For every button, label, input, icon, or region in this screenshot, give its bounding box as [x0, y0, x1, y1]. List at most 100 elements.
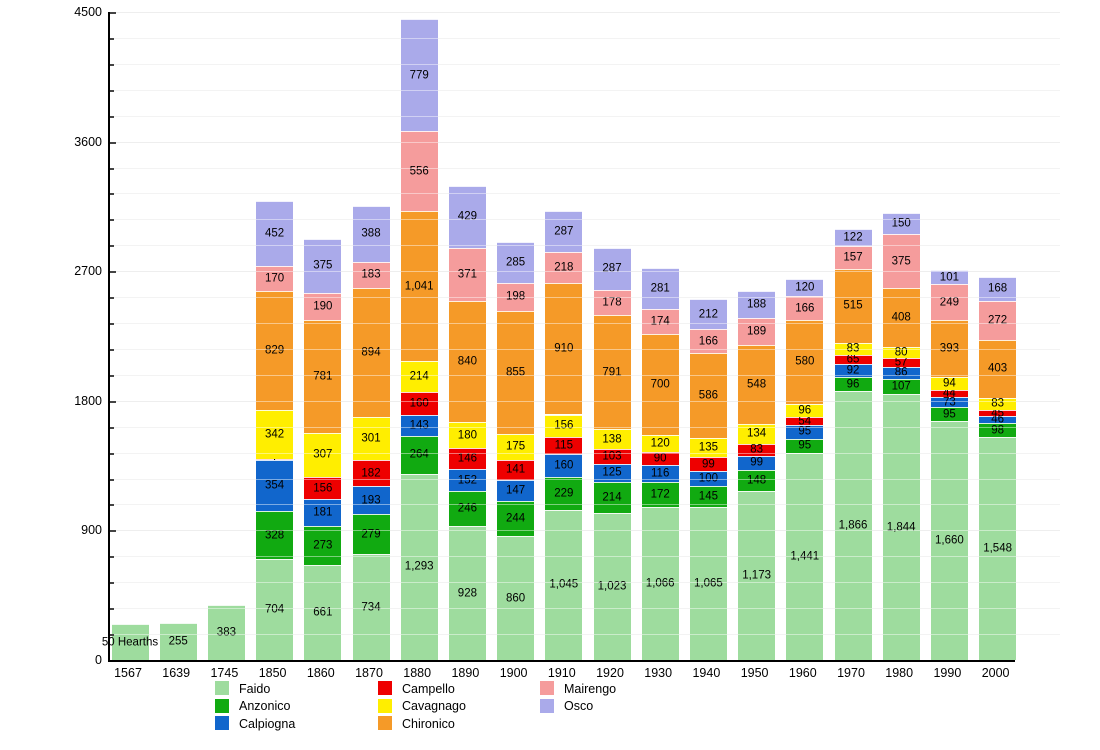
y-tick-1800 — [110, 400, 116, 403]
segment-label-campello-1930: 90 — [653, 452, 667, 465]
segment-label-anzonico-1940: 145 — [698, 490, 718, 503]
segment-anzonico-1880: 264 — [400, 435, 438, 474]
gridline-overlay-3060 — [110, 219, 1060, 221]
legend-swatch-osco — [540, 698, 554, 713]
segment-osco-1930: 281 — [641, 268, 679, 309]
segment-label-faido-1639: 255 — [168, 635, 188, 648]
segment-cavagnago-1970: 83 — [834, 342, 872, 355]
gridline-overlay-1980 — [110, 374, 1060, 376]
segment-label-osco-1930: 281 — [650, 282, 670, 295]
segment-label-chironico-1890: 840 — [457, 355, 477, 368]
segment-faido-1890: 928 — [448, 526, 486, 660]
segment-calpiogna-1980: 86 — [882, 366, 920, 380]
segment-label-osco-1960: 120 — [795, 281, 815, 294]
segment-campello-1990: 44 — [930, 388, 968, 399]
segment-label-faido-1990: 1,660 — [935, 534, 964, 547]
segment-label-faido-1860: 661 — [313, 606, 333, 619]
segment-label-anzonico-1890: 246 — [457, 502, 477, 515]
segment-osco-1990: 101 — [930, 269, 968, 285]
segment-label-chironico-1950: 548 — [747, 378, 767, 391]
segment-label-faido-1970: 1,866 — [838, 519, 868, 532]
y-tick-label-3600: 3600 — [74, 134, 102, 149]
y-tick-label-2700: 2700 — [74, 264, 102, 279]
segment-label-osco-1890: 429 — [457, 210, 477, 223]
segment-chironico-1920: 791 — [593, 315, 631, 430]
segment-calpiogna-1880: 143 — [400, 415, 438, 436]
segment-chironico-1990: 393 — [930, 320, 968, 377]
gridline-overlay-2160 — [110, 348, 1060, 350]
segment-label-anzonico-1850: 328 — [265, 529, 285, 542]
segment-label-mairengo-1850: 170 — [265, 272, 285, 285]
segment-label-campello-1990: 44 — [942, 387, 956, 400]
segment-label-calpiogna-1940: 100 — [698, 472, 718, 485]
segment-campello-2000: 45 — [979, 407, 1017, 419]
y-tick-4320 — [110, 37, 114, 40]
segment-label-chironico-1930: 700 — [650, 378, 670, 391]
segment-campello-1950: 83 — [738, 443, 776, 456]
gridline-2700 — [110, 271, 1060, 273]
segment-campello-1920: 103 — [593, 449, 631, 464]
x-year-label-2000: 2000 — [981, 666, 1010, 680]
segment-label-campello-1880: 160 — [409, 397, 429, 410]
gridline-overlay-2340 — [110, 323, 1060, 325]
segment-label-mairengo-1920: 178 — [602, 296, 622, 309]
y-tick-2340 — [110, 323, 114, 326]
gridline-overlay-3780 — [110, 115, 1060, 117]
legend-swatch-mairengo — [540, 681, 554, 695]
segment-label-faido-1910: 1,045 — [549, 578, 579, 591]
legend-swatch-anzonico — [215, 698, 229, 713]
segment-label-faido-2000: 1,548 — [983, 542, 1012, 555]
gridline-3240 — [110, 193, 1060, 195]
gridline-900 — [110, 530, 1060, 532]
y-tick-360 — [110, 608, 114, 611]
segment-label-calpiogna-1990: 73 — [942, 396, 956, 409]
segment-label-mairengo-1960: 166 — [795, 302, 815, 315]
segment-label-anzonico-1990: 95 — [942, 408, 956, 421]
segment-label-chironico-1850: 829 — [265, 344, 285, 357]
segment-osco-2000: 168 — [979, 276, 1017, 301]
segment-label-campello-1970: 65 — [846, 353, 860, 366]
y-tick-1440 — [110, 452, 114, 455]
segment-label-cavagnago-1900: 175 — [506, 440, 526, 453]
gridline-1080 — [110, 504, 1060, 506]
segment-label-calpiogna-1900: 147 — [506, 484, 526, 497]
x-year-label-1940: 1940 — [692, 666, 721, 680]
segment-label-mairengo-1980: 375 — [891, 255, 911, 268]
gridline-overlay-1620 — [110, 426, 1060, 428]
x-axis-line — [108, 660, 1015, 662]
segment-cavagnago-1850: 342 — [256, 410, 294, 460]
segment-osco-1900: 285 — [497, 241, 535, 283]
segment-label-chironico-1870: 894 — [361, 346, 381, 359]
segment-label-cavagnago-1890: 180 — [457, 429, 477, 442]
segment-campello-1880: 160 — [400, 392, 438, 416]
legend-label-mairengo: Mairengo — [564, 681, 617, 696]
gridline-360 — [110, 608, 1060, 610]
y-tick-1620 — [110, 426, 114, 429]
legend-label-osco: Osco — [564, 699, 594, 713]
segment-label-mairengo-1860: 190 — [313, 300, 333, 313]
segment-osco-1910: 287 — [545, 210, 583, 253]
segment-osco-1860: 375 — [304, 238, 342, 293]
segment-calpiogna-1990: 73 — [930, 396, 968, 409]
segment-cavagnago-1990: 94 — [930, 376, 968, 391]
legend-swatch-chironico — [378, 716, 392, 730]
segment-cavagnago-1890: 180 — [448, 422, 486, 449]
gridline-overlay-1800 — [110, 400, 1060, 402]
x-year-label-1870: 1870 — [355, 666, 383, 680]
segment-faido-1745: 383 — [207, 604, 245, 660]
segment-label-faido-1980: 1,844 — [886, 521, 916, 534]
segment-chironico-1850: 829 — [256, 290, 294, 411]
segment-label-mairengo-1970: 157 — [843, 251, 863, 264]
segment-label-osco-1970: 122 — [843, 231, 863, 244]
x-year-label-1639: 1639 — [162, 666, 191, 680]
legend-label-anzonico: Anzonico — [239, 699, 291, 713]
segment-label-cavagnago-1910: 156 — [554, 419, 574, 432]
x-year-label-1860: 1860 — [306, 666, 335, 680]
x-year-label-1910: 1910 — [547, 666, 576, 680]
segment-osco-1980: 150 — [882, 212, 920, 235]
y-tick-2160 — [110, 348, 114, 351]
segment-cavagnago-1980: 80 — [882, 346, 920, 359]
gridline-1980 — [110, 374, 1060, 376]
gridline-4140 — [110, 63, 1060, 65]
segment-faido-1880: 1,293 — [400, 473, 438, 660]
